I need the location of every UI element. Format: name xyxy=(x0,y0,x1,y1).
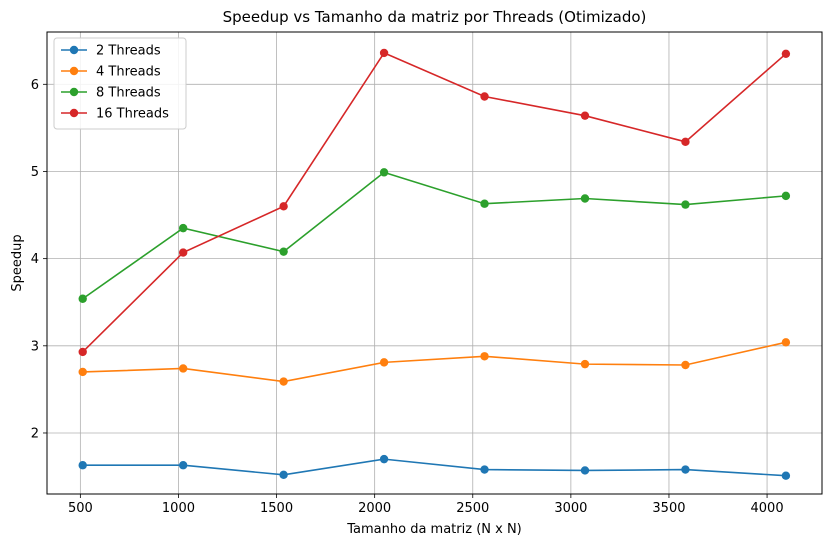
legend-marker xyxy=(69,66,79,76)
series-2 xyxy=(78,338,791,386)
data-point xyxy=(781,49,791,58)
data-point xyxy=(781,471,791,480)
y-tick-label: 5 xyxy=(31,165,39,180)
data-point xyxy=(681,360,690,370)
x-tick-label: 2000 xyxy=(358,501,391,516)
series-line xyxy=(82,458,786,477)
legend-label: 8 Threads xyxy=(96,86,161,101)
x-axis-title: Tamanho da matriz (N x N) xyxy=(346,522,522,537)
series-1 xyxy=(78,454,791,480)
data-point xyxy=(379,48,389,58)
data-point xyxy=(681,137,690,147)
data-point xyxy=(681,200,690,209)
data-point xyxy=(781,338,791,347)
series-line xyxy=(82,51,787,353)
data-point xyxy=(178,461,188,470)
legend-marker xyxy=(69,108,79,118)
ticks-layer: 500 1000 1500 2000 2500 3000 3500 4000 2 3 4 5 6 xyxy=(31,78,784,516)
data-point xyxy=(379,358,389,367)
legend: 2 Threads 4 Threads 8 Threads 16 Threads xyxy=(53,37,187,130)
data-point xyxy=(580,359,590,369)
x-tick-label: 3500 xyxy=(652,501,685,516)
legend-box xyxy=(53,37,187,130)
x-tick-label: 3000 xyxy=(554,501,587,516)
data-point xyxy=(279,247,288,256)
data-point xyxy=(480,92,489,101)
legend-marker xyxy=(69,45,79,55)
series-3 xyxy=(78,168,791,303)
legend-marker xyxy=(69,87,79,97)
data-point xyxy=(580,466,590,475)
x-tick-label: 1000 xyxy=(162,501,195,516)
plot-frame xyxy=(46,31,823,495)
data-point xyxy=(178,248,188,257)
y-tick-label: 6 xyxy=(31,78,39,93)
data-point xyxy=(178,364,188,373)
y-tick-label: 2 xyxy=(31,426,39,441)
data-point xyxy=(78,294,87,303)
data-point xyxy=(681,465,690,474)
data-point xyxy=(480,465,489,474)
data-point xyxy=(580,111,590,120)
data-point xyxy=(379,168,389,177)
series-line xyxy=(82,171,786,300)
x-tick-label: 500 xyxy=(68,501,93,516)
data-point xyxy=(480,199,489,208)
series-layer xyxy=(78,48,791,480)
y-axis-title: Speedup xyxy=(10,234,25,291)
chart-title: Speedup vs Tamanho da matriz por Threads… xyxy=(223,8,647,26)
data-point xyxy=(78,347,87,357)
data-point xyxy=(781,191,791,201)
legend-label: 4 Threads xyxy=(96,65,161,80)
data-point xyxy=(78,367,87,377)
data-point xyxy=(78,461,87,470)
legend-label: 16 Threads xyxy=(96,107,169,122)
x-tick-label: 4000 xyxy=(751,501,784,516)
data-point xyxy=(279,470,288,480)
y-tick-label: 4 xyxy=(31,252,39,267)
data-point xyxy=(279,202,288,211)
series-line xyxy=(82,341,787,383)
data-point xyxy=(480,352,489,361)
data-point xyxy=(279,377,288,386)
series-4 xyxy=(78,48,791,357)
legend-label: 2 Threads xyxy=(96,44,161,59)
x-tick-label: 2500 xyxy=(456,501,489,516)
y-tick-label: 3 xyxy=(31,339,39,354)
data-point xyxy=(379,454,389,464)
data-point xyxy=(580,194,590,203)
x-tick-label: 1500 xyxy=(260,501,293,516)
data-point xyxy=(178,223,188,233)
